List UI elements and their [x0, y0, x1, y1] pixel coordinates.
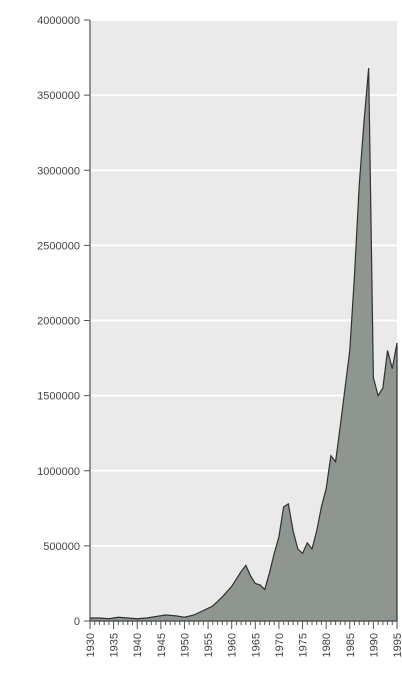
y-tick-label: 3500000 [37, 90, 80, 102]
x-axis-ticks: 1930 1935 1940 1945 1950 1955 1960 1965 1970 1975… [85, 621, 402, 657]
y-axis-ticks: 0 500000 1000000 1500000 2000000 2500000 30000… [37, 15, 90, 628]
x-tick-label: 1975 [298, 633, 310, 657]
x-tick-label: 1990 [368, 633, 380, 657]
x-tick-label: 1955 [203, 633, 215, 657]
x-tick-label: 1950 [179, 633, 191, 657]
x-tick-label: 1965 [250, 633, 262, 657]
y-tick-label: 0 [74, 616, 80, 628]
x-tick-label: 1980 [321, 633, 333, 657]
x-tick-label: 1985 [345, 633, 357, 657]
y-tick-label: 3000000 [37, 165, 80, 177]
x-tick-label: 1995 [392, 633, 402, 657]
x-tick-label: 1935 [109, 633, 121, 657]
x-tick-label: 1960 [227, 633, 239, 657]
gridlines [90, 19, 397, 547]
y-tick-label: 4000000 [37, 15, 80, 27]
y-tick-label: 1000000 [37, 466, 80, 478]
x-tick-label: 1940 [132, 633, 144, 657]
y-tick-label: 1500000 [37, 391, 80, 403]
y-tick-label: 2000000 [37, 316, 80, 328]
series-area [89, 68, 398, 622]
x-tick-label: 1970 [274, 633, 286, 657]
x-tick-label: 1945 [156, 633, 168, 657]
x-tick-label: 1930 [85, 633, 97, 657]
y-tick-label: 2500000 [37, 240, 80, 252]
y-tick-label: 500000 [43, 541, 80, 553]
